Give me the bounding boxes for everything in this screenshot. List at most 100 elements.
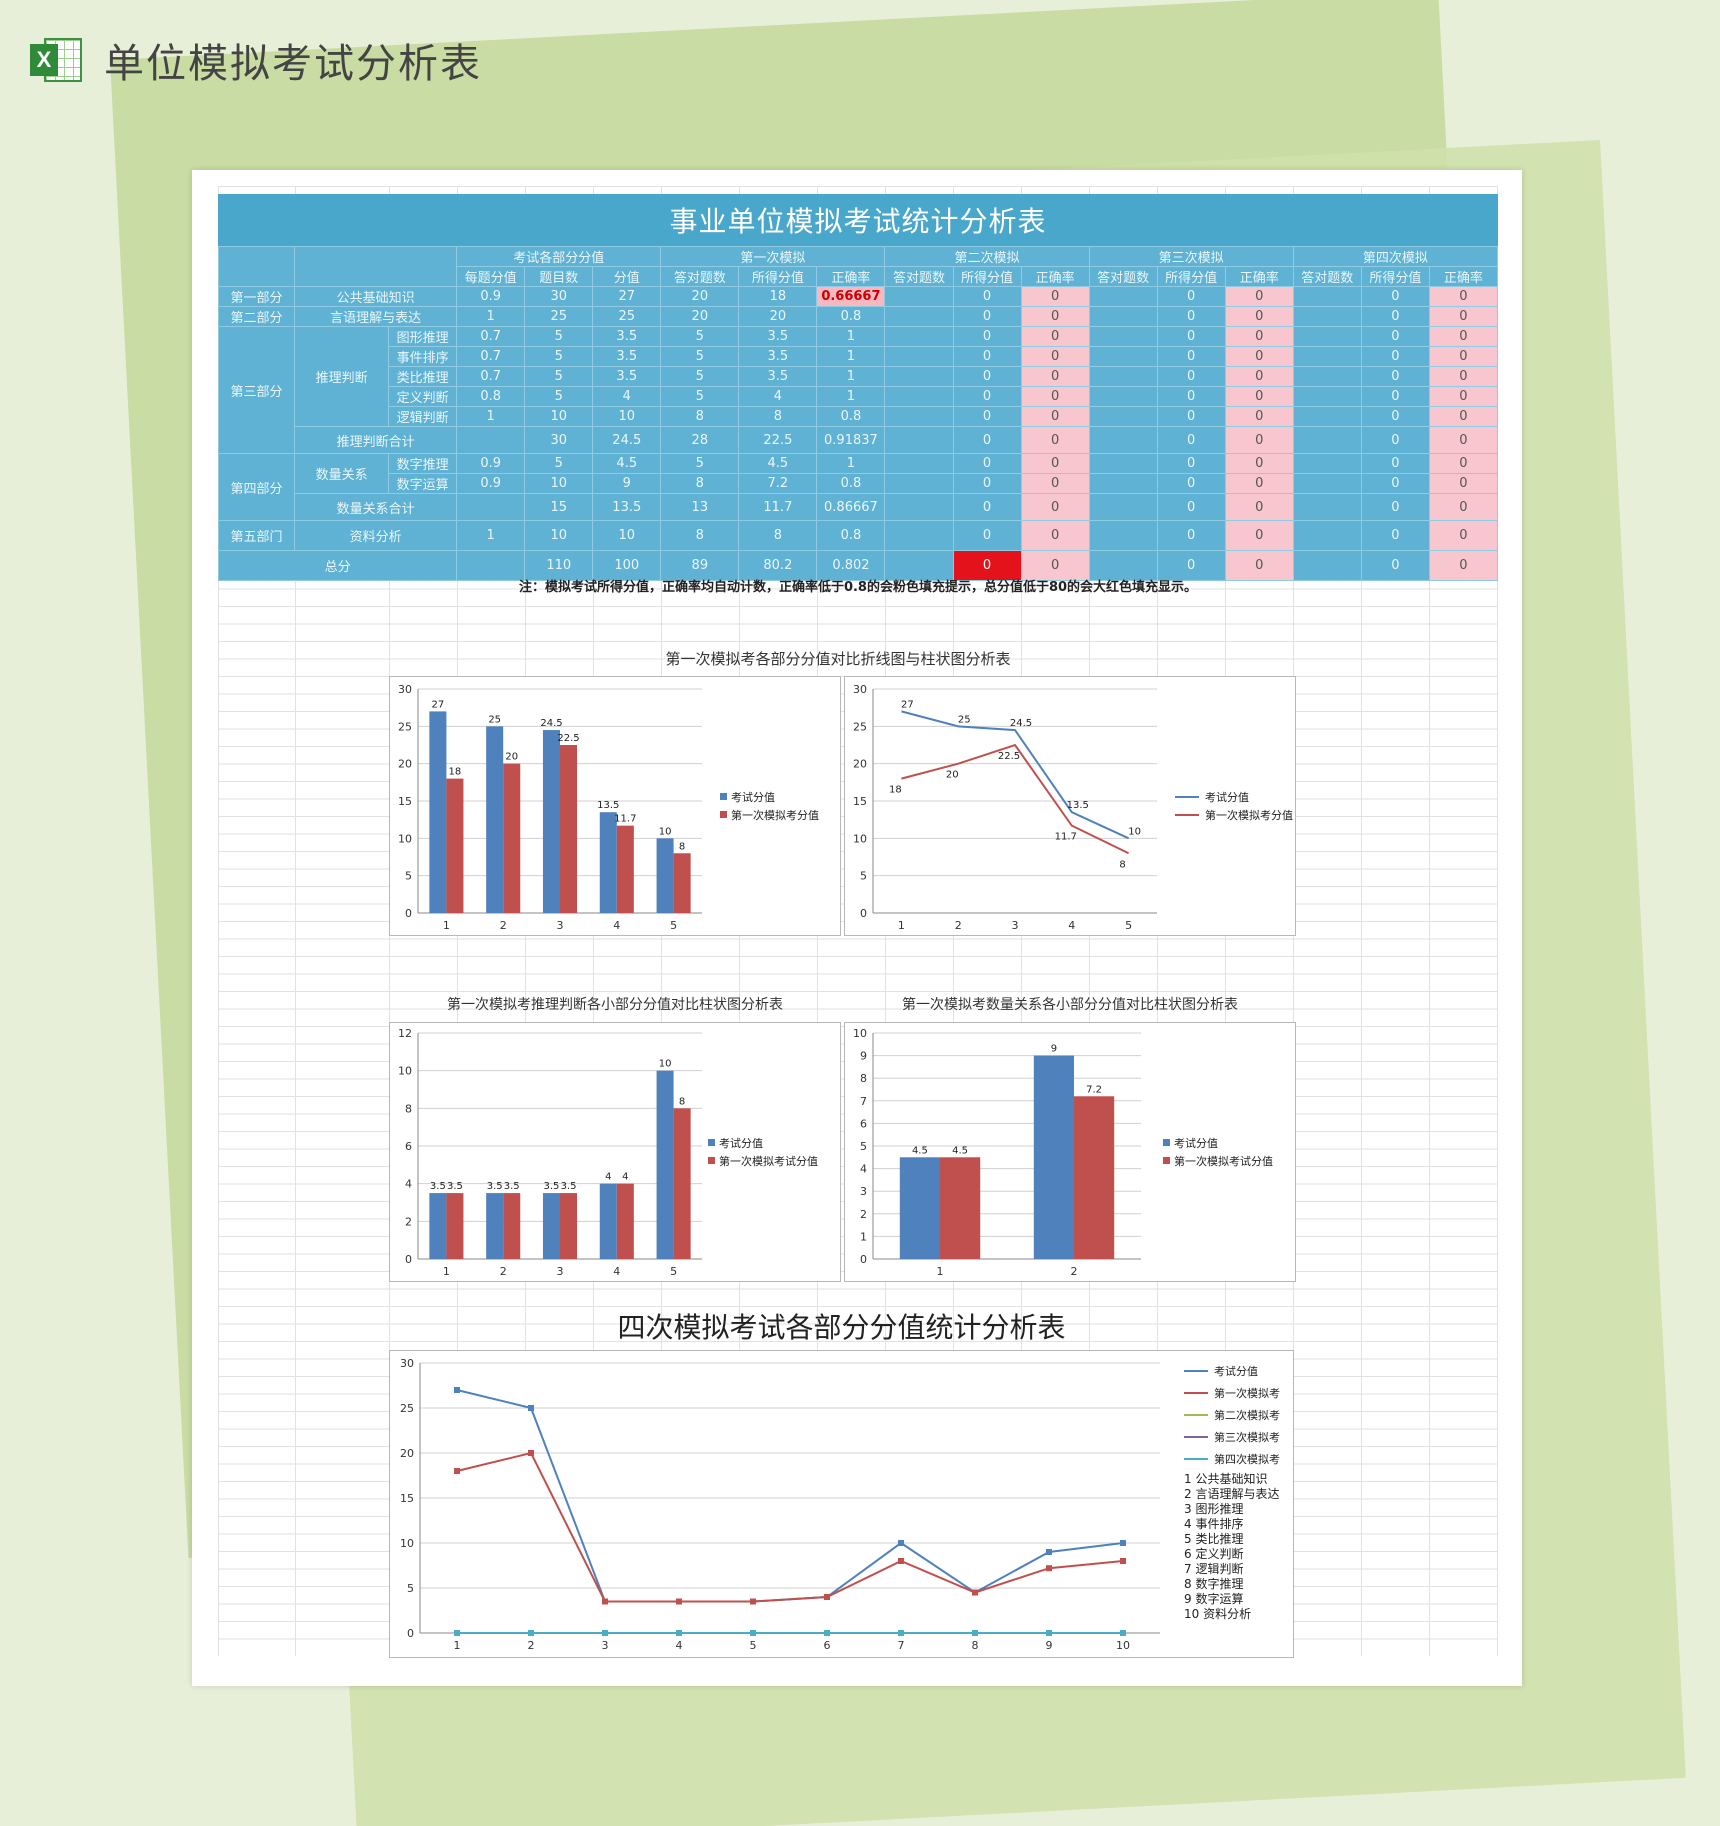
table-cell: 8	[660, 406, 740, 427]
table-cell	[1292, 473, 1362, 494]
table-cell: 10	[592, 406, 662, 427]
table-cell	[884, 453, 954, 474]
part-label: 第三部分	[217, 326, 296, 454]
data-label: 3.5	[430, 1181, 446, 1192]
bar	[1033, 1055, 1074, 1259]
subsection-label: 定义判断	[388, 386, 458, 407]
table-cell: 0	[1224, 453, 1294, 474]
table-cell: 0	[1360, 346, 1430, 367]
category-legend-item: 1 公共基础知识	[1184, 1472, 1267, 1486]
table-cell: 0	[1428, 366, 1499, 387]
table-cell: 7.2	[738, 473, 818, 494]
bar	[429, 1193, 447, 1259]
table-cell: 5	[524, 453, 594, 474]
table-cell	[884, 386, 954, 407]
group-header: 第二次模拟	[884, 246, 1090, 267]
bar	[616, 825, 634, 913]
table-cell: 0.9	[456, 286, 526, 307]
bar	[656, 838, 674, 913]
category-legend-item: 5 类比推理	[1184, 1532, 1243, 1546]
x-tick-label: 1	[898, 919, 905, 932]
table-cell	[1292, 366, 1362, 387]
table-cell: 8	[738, 406, 818, 427]
table-cell: 0	[1224, 520, 1294, 551]
table-cell: 9	[592, 473, 662, 494]
point	[972, 1589, 978, 1596]
table-cell: 0	[1224, 473, 1294, 494]
table-cell: 89	[660, 550, 740, 581]
table-cell	[1292, 493, 1362, 521]
data-label: 4	[622, 1172, 628, 1183]
table-cell: 0	[1224, 346, 1294, 367]
legend-swatch	[1163, 1157, 1170, 1164]
table-cell: 4	[738, 386, 818, 407]
x-tick-label: 4	[676, 1639, 683, 1652]
y-tick-label: 10	[398, 832, 412, 845]
x-tick-label: 2	[528, 1639, 535, 1652]
series-line	[901, 743, 1130, 855]
category-legend-item: 2 言语理解与表达	[1184, 1487, 1279, 1501]
table-cell: 1	[456, 306, 526, 327]
excel-icon: X	[30, 34, 84, 86]
point	[1046, 1630, 1052, 1636]
data-label: 8	[1119, 859, 1125, 870]
table-cell	[1292, 386, 1362, 407]
point	[602, 1630, 608, 1636]
chart3-title: 第一次模拟考推理判断各小部分分值对比柱状图分析表	[447, 997, 783, 1013]
table-cell: 0	[1156, 366, 1226, 387]
table-cell: 0	[952, 493, 1022, 521]
table-cell: 5	[524, 346, 594, 367]
table-cell: 8	[738, 520, 818, 551]
table-cell: 0	[1360, 366, 1430, 387]
grid-line	[1361, 186, 1362, 1656]
table-banner: 事业单位模拟考试统计分析表	[218, 194, 1498, 246]
data-label: 18	[889, 785, 902, 796]
x-tick-label: 1	[937, 1265, 944, 1278]
x-tick-label: 5	[670, 1265, 677, 1278]
bar	[542, 730, 560, 913]
series-line	[456, 1389, 1124, 1603]
bar	[599, 812, 617, 913]
table-cell: 0.8	[816, 520, 886, 551]
legend-swatch	[1163, 1139, 1170, 1146]
table-cell	[884, 520, 954, 551]
table-cell: 30	[524, 426, 594, 454]
table-cell: 0	[952, 306, 1022, 327]
table-cell	[884, 406, 954, 427]
section-label: 推理判断	[294, 326, 390, 427]
y-tick-label: 4	[405, 1178, 412, 1191]
table-cell	[1292, 346, 1362, 367]
y-tick-label: 2	[860, 1208, 867, 1221]
bar	[503, 763, 521, 913]
y-tick-label: 5	[405, 870, 412, 883]
table-cell: 0	[1156, 550, 1226, 581]
table-cell: 11.7	[738, 493, 818, 521]
table-cell: 8	[660, 520, 740, 551]
point	[1046, 1549, 1052, 1555]
stats-table: 考试各部分分值 第一次模拟 第二次模拟 第三次模拟 第四次模拟 每题分值 题目数 分值 答对题数…	[217, 246, 1499, 581]
legend-label: 第三次模拟考	[1214, 1430, 1280, 1444]
table-cell	[1088, 306, 1158, 327]
table-cell: 0	[1428, 493, 1499, 521]
point	[824, 1594, 830, 1600]
table-cell: 13	[660, 493, 740, 521]
x-tick-label: 2	[500, 1265, 507, 1278]
point	[972, 1630, 978, 1636]
table-cell	[1292, 286, 1362, 307]
point	[1120, 1540, 1126, 1546]
table-cell: 0	[1224, 326, 1294, 347]
chart-bar-quantity: 0 1 2 3 4 5 6 7 8 9 10 1 2 4.5 9 4.5 7.2 考试分值 第一次模拟考试分值	[844, 1022, 1296, 1282]
page-title: 单位模拟考试分析表	[104, 41, 482, 87]
table-cell	[456, 493, 526, 521]
table-cell: 20	[738, 306, 818, 327]
data-label: 27	[901, 699, 914, 710]
table-cell: 0	[1224, 550, 1294, 581]
table-cell: 0	[952, 326, 1022, 347]
table-cell: 0	[1224, 366, 1294, 387]
table-cell: 0	[1360, 453, 1430, 474]
y-tick-label: 15	[400, 1492, 414, 1505]
table-cell: 0	[1428, 520, 1499, 551]
y-tick-label: 15	[853, 795, 867, 808]
table-cell: 0	[1156, 326, 1226, 347]
table-cell: 20	[660, 286, 740, 307]
